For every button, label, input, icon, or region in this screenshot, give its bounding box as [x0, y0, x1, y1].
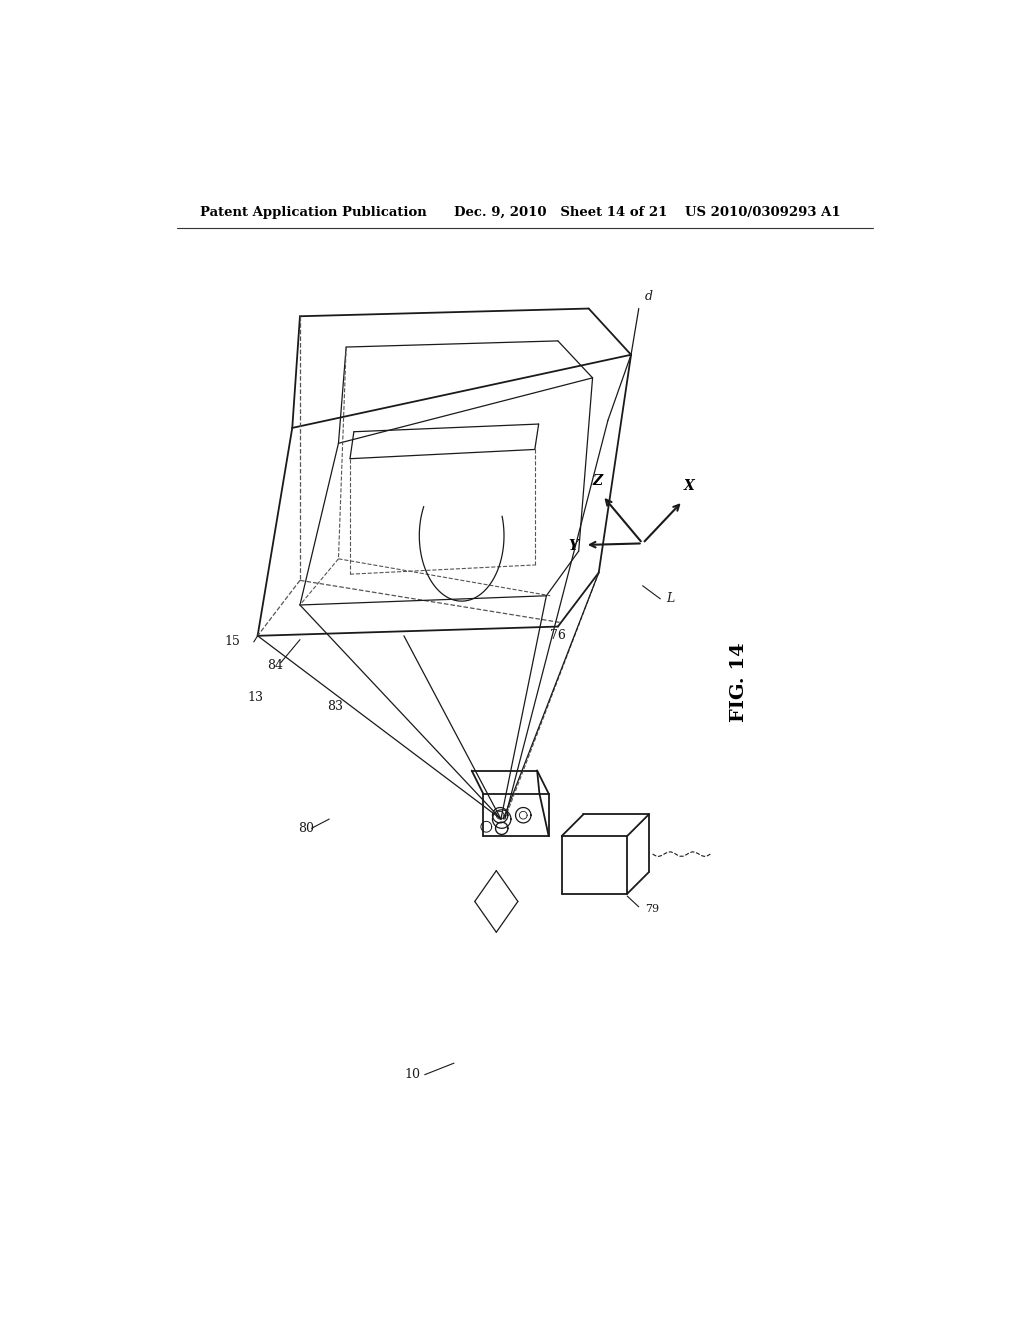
Text: Z: Z: [593, 474, 603, 488]
Text: d: d: [645, 290, 653, 304]
Text: 84: 84: [267, 659, 284, 672]
Text: 83: 83: [327, 700, 343, 713]
Text: 79: 79: [645, 904, 659, 915]
Text: X: X: [683, 479, 694, 494]
Text: 76: 76: [550, 630, 566, 643]
Text: 80: 80: [298, 822, 314, 834]
Text: 10: 10: [404, 1068, 421, 1081]
Text: FIG. 14: FIG. 14: [730, 643, 748, 722]
Text: Dec. 9, 2010   Sheet 14 of 21: Dec. 9, 2010 Sheet 14 of 21: [454, 206, 668, 219]
Text: 13: 13: [248, 690, 263, 704]
Text: Patent Application Publication: Patent Application Publication: [200, 206, 427, 219]
Text: 15: 15: [225, 635, 241, 648]
Text: US 2010/0309293 A1: US 2010/0309293 A1: [685, 206, 841, 219]
Text: L: L: [666, 593, 674, 606]
Text: Y: Y: [568, 539, 579, 553]
